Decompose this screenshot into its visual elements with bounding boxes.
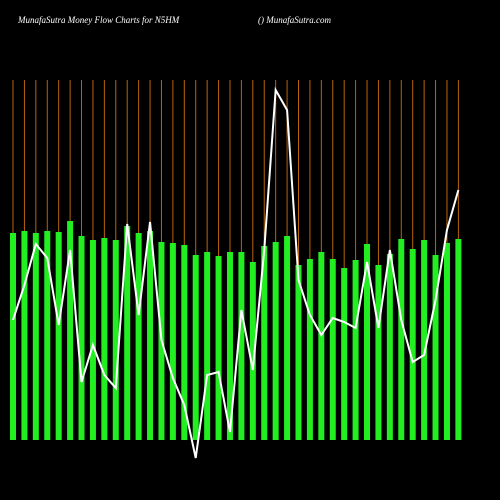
bar bbox=[261, 246, 268, 440]
price-line bbox=[12, 86, 460, 459]
bar bbox=[67, 221, 74, 440]
bar bbox=[306, 259, 313, 440]
bar bbox=[364, 244, 371, 440]
bar bbox=[135, 233, 142, 440]
bar bbox=[181, 245, 188, 440]
bar bbox=[409, 249, 416, 440]
bar bbox=[318, 252, 325, 440]
bar bbox=[21, 231, 28, 440]
bar bbox=[204, 252, 211, 440]
bar bbox=[124, 226, 131, 440]
bar bbox=[398, 239, 405, 440]
bar bbox=[352, 260, 359, 440]
bar bbox=[101, 238, 108, 440]
bar bbox=[284, 236, 291, 440]
bar bbox=[421, 240, 428, 440]
bar bbox=[147, 231, 154, 440]
bar bbox=[443, 243, 450, 440]
bar bbox=[112, 240, 119, 440]
bar bbox=[78, 236, 85, 440]
bar bbox=[272, 242, 279, 440]
bar bbox=[386, 254, 393, 440]
chart-title: MunafaSutra Money Flow Charts for N5HM bbox=[17, 15, 180, 25]
bar bbox=[215, 256, 222, 440]
bar bbox=[55, 232, 62, 440]
bar bbox=[169, 243, 176, 440]
chart-subtitle: () MunafaSutra.com bbox=[258, 15, 331, 25]
bar bbox=[192, 255, 199, 440]
bar bbox=[375, 265, 382, 440]
bar bbox=[432, 255, 439, 440]
bar bbox=[226, 252, 233, 440]
bar bbox=[295, 265, 302, 440]
bar bbox=[238, 252, 245, 440]
bar bbox=[341, 268, 348, 440]
bar bbox=[89, 240, 96, 440]
bar bbox=[455, 239, 462, 440]
bar bbox=[249, 262, 256, 440]
bar bbox=[329, 259, 336, 440]
bar bbox=[44, 231, 51, 440]
bar bbox=[10, 233, 16, 440]
bar bbox=[32, 233, 39, 440]
lines bbox=[12, 86, 460, 459]
